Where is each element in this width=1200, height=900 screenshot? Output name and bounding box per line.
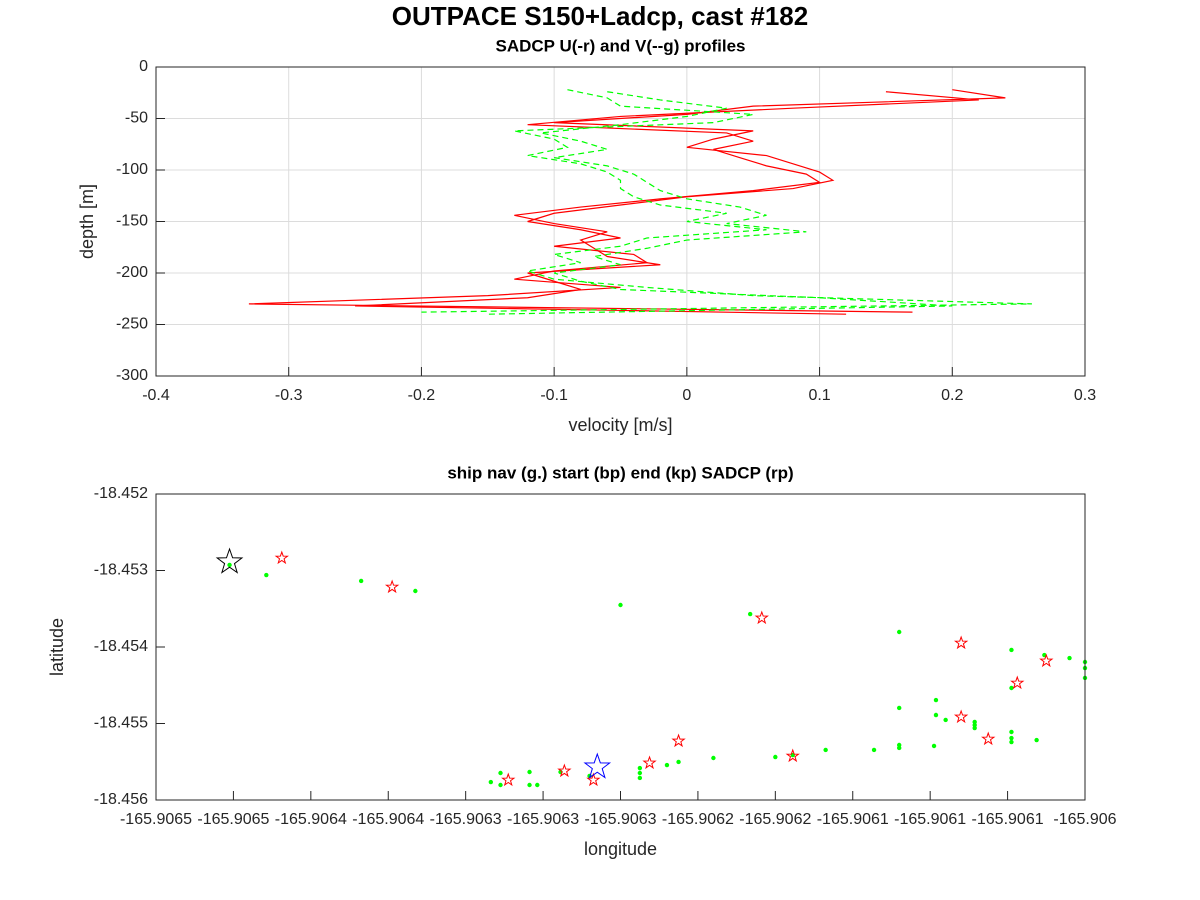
sadcp-star [384, 579, 400, 594]
nav-point [227, 562, 232, 568]
x-tick-label: -165.9062 [662, 811, 734, 828]
figure-title: OUTPACE S150+Ladcp, cast #182 [392, 1, 808, 31]
profile-line [355, 91, 979, 315]
nav-point [488, 779, 494, 785]
y-tick-label: -18.453 [94, 562, 148, 579]
x-tick-label: 0 [682, 387, 691, 404]
nav-point [637, 775, 643, 781]
nav-point [618, 602, 623, 608]
nav-point [637, 770, 643, 776]
y-tick-label: -18.454 [94, 638, 148, 655]
chart-title: ship nav (g.) start (bp) end (kp) SADCP … [447, 463, 793, 482]
nav-point [943, 717, 948, 723]
x-tick-label: -0.3 [275, 387, 303, 404]
sadcp-star [754, 610, 769, 625]
nav-point [1067, 655, 1072, 661]
x-tick-label: -165.9061 [972, 811, 1044, 828]
nav-point [535, 782, 540, 788]
y-tick-label: -18.455 [94, 715, 148, 732]
x-tick-label: -165.9065 [197, 811, 269, 828]
y-tick-label: -18.456 [94, 791, 148, 808]
nav-point [1009, 735, 1014, 741]
nav-point [664, 762, 670, 768]
y-tick-label: -18.452 [94, 485, 148, 502]
y-tick-label: -150 [116, 213, 148, 230]
nav-point [972, 719, 977, 725]
x-tick-label: -165.906 [1053, 811, 1116, 828]
x-tick-label: -165.9061 [894, 811, 966, 828]
nav-point [773, 754, 778, 760]
x-tick-label: -0.1 [540, 387, 568, 404]
x-tick-label: -165.9063 [430, 811, 502, 828]
y-tick-label: -50 [125, 110, 148, 127]
sadcp-star [671, 733, 686, 748]
nav-point [711, 755, 716, 761]
sadcp-star [953, 709, 969, 724]
y-axis-label: latitude [47, 618, 67, 676]
x-tick-label: 0.3 [1074, 387, 1096, 404]
y-tick-label: -200 [116, 264, 148, 281]
nav-point [1009, 647, 1014, 653]
sadcp-star [1039, 653, 1054, 668]
nav-point [933, 712, 939, 718]
sadcp-star [557, 763, 572, 778]
nav-point [1009, 739, 1014, 745]
x-tick-label: -165.9063 [584, 811, 656, 828]
x-tick-label: -165.9061 [817, 811, 889, 828]
chart-title: SADCP U(-r) and V(--g) profiles [496, 36, 746, 55]
x-tick-label: -165.9064 [352, 811, 424, 828]
x-axis-label: longitude [584, 839, 657, 859]
x-tick-label: 0.2 [941, 387, 963, 404]
nav-point [676, 759, 681, 765]
y-axis-label: depth [m] [77, 184, 97, 259]
y-tick-label: -300 [116, 367, 148, 384]
nav-point [871, 747, 877, 753]
x-axis-label: velocity [m/s] [568, 415, 672, 435]
nav-point [264, 572, 269, 578]
nav-point [897, 629, 902, 635]
sadcp-star [501, 772, 516, 787]
y-tick-label: -100 [116, 161, 148, 178]
nav-point [931, 743, 937, 749]
nav-point [933, 697, 939, 703]
y-tick-label: 0 [139, 58, 148, 75]
nav-point [527, 782, 532, 788]
sadcp-star [785, 748, 800, 763]
plot-area [156, 494, 1085, 800]
nav-point [527, 769, 532, 775]
nav-point [897, 742, 902, 748]
sadcp-star [274, 550, 289, 565]
nav-point [637, 765, 643, 771]
axes-box [155, 493, 1086, 801]
y-tick-label: -250 [116, 316, 148, 333]
profile-line [487, 91, 953, 315]
sadcp-star [953, 635, 969, 650]
axes-box [155, 66, 1086, 377]
x-tick-label: -165.9064 [275, 811, 347, 828]
nav-point [1034, 737, 1039, 743]
nav-point [747, 611, 753, 617]
nav-point [1009, 729, 1014, 735]
nav-point [823, 747, 828, 753]
nav-point [972, 722, 977, 728]
nav-point [1009, 685, 1014, 691]
x-tick-label: -0.4 [142, 387, 170, 404]
x-tick-label: 0.1 [808, 387, 830, 404]
nav-point [498, 782, 503, 788]
endpoint-star [215, 547, 244, 574]
x-tick-label: -165.9065 [120, 811, 192, 828]
profile-line [421, 89, 1032, 313]
x-tick-label: -165.9063 [507, 811, 579, 828]
endpoint-star [583, 752, 612, 779]
sadcp-star [642, 755, 657, 770]
x-tick-label: -165.9062 [739, 811, 811, 828]
sadcp-star [981, 731, 996, 746]
x-tick-label: -0.2 [408, 387, 436, 404]
sadcp-star [1010, 675, 1025, 690]
nav-point [498, 770, 503, 776]
nav-point [358, 578, 364, 584]
nav-point [897, 705, 902, 711]
nav-point [413, 588, 418, 594]
